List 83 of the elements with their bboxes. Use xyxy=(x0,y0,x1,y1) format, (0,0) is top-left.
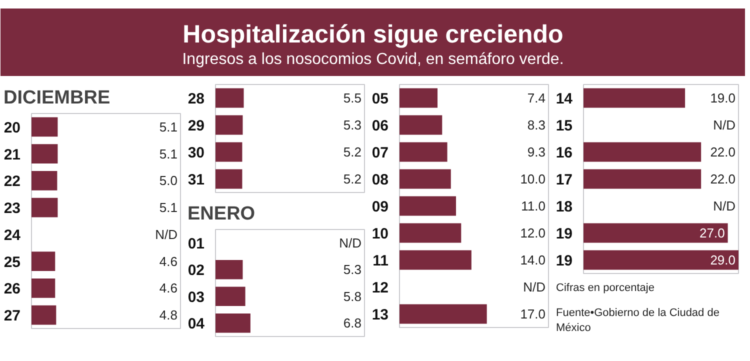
y-tick-label: 11 xyxy=(372,252,388,270)
y-tick-label: 05 xyxy=(372,90,389,108)
y-tick-label: 23 xyxy=(4,200,21,218)
y-tick-label: 19 xyxy=(556,252,573,270)
data-label: 22.0 xyxy=(710,172,736,186)
data-label: 5.3 xyxy=(343,262,362,278)
data-label: 9.3 xyxy=(527,144,546,160)
y-tick-label: 18 xyxy=(556,198,573,216)
y-tick-label: 07 xyxy=(372,144,389,162)
bar xyxy=(400,196,456,216)
chart-title: ENERO xyxy=(188,204,256,224)
y-tick-label: 17 xyxy=(556,172,573,188)
bar xyxy=(400,223,462,243)
y-tick-label: 02 xyxy=(188,262,205,280)
y-tick-label: 31 xyxy=(188,172,205,188)
data-label: 6.8 xyxy=(343,316,362,331)
y-tick-label: 30 xyxy=(188,144,205,162)
data-label: 5.1 xyxy=(159,146,178,162)
y-tick-label: 06 xyxy=(372,118,389,134)
data-label: 5.2 xyxy=(343,144,362,160)
y-tick-label: 15 xyxy=(556,118,573,134)
data-label: 22.0 xyxy=(710,144,736,160)
y-tick-label: 27 xyxy=(4,308,21,325)
text: N/D xyxy=(523,280,546,294)
y-tick-label: 22 xyxy=(4,173,21,190)
data-label: 4.8 xyxy=(159,308,178,323)
y-tick-label: 03 xyxy=(188,288,205,306)
text: Ingresos a los nosocomios Covid, en semáforo verde. xyxy=(182,51,564,68)
y-tick-label: 28 xyxy=(188,90,205,108)
bar xyxy=(584,88,686,108)
data-label: 7.4 xyxy=(527,90,546,106)
text: N/D xyxy=(155,226,178,242)
y-tick-label: 13 xyxy=(372,306,389,324)
data-label: 5.0 xyxy=(159,173,178,188)
data-label: 5.1 xyxy=(159,119,178,134)
bar xyxy=(584,169,702,189)
y-tick-label: 29 xyxy=(188,118,205,134)
y-tick-label: 25 xyxy=(4,254,21,271)
text: N/D xyxy=(713,198,736,214)
data-label: 5.3 xyxy=(343,118,362,132)
y-tick-label: 21 xyxy=(4,146,21,164)
text: N/D xyxy=(339,235,362,250)
text: Hospitalización sigue creciendo xyxy=(182,20,564,48)
data-label: 4.6 xyxy=(159,280,178,296)
data-label: 29.0 xyxy=(710,252,736,268)
y-tick-label: 10 xyxy=(372,226,389,242)
source-note: Fuente•Gobierno de la Ciudad de México xyxy=(556,306,720,336)
y-tick-label: 04 xyxy=(188,316,206,333)
data-label: 5.1 xyxy=(159,200,178,216)
bar xyxy=(584,223,728,243)
y-tick-label: 14 xyxy=(556,90,574,108)
data-label: 27.0 xyxy=(700,226,725,240)
y-tick-label: 16 xyxy=(556,144,573,162)
data-label: 5.8 xyxy=(343,288,362,304)
data-label: 14.0 xyxy=(520,252,546,268)
data-label: 11.0 xyxy=(521,198,546,214)
data-label: 4.6 xyxy=(159,254,178,269)
text: N/D xyxy=(713,118,736,132)
text: Cifras en porcentaje xyxy=(556,281,654,296)
y-tick-label: 08 xyxy=(372,172,389,188)
bar xyxy=(400,115,442,135)
y-tick-label: 19 xyxy=(556,226,573,242)
y-tick-label: 26 xyxy=(4,280,21,298)
data-label: 19.0 xyxy=(710,90,736,106)
chart-title: DICIEMBRE xyxy=(4,88,110,108)
y-tick-label: 12 xyxy=(372,280,389,296)
bar xyxy=(400,169,451,189)
data-label: 17.0 xyxy=(520,306,546,322)
y-tick-label: 24 xyxy=(4,226,22,244)
bar xyxy=(400,88,438,108)
y-tick-label: 20 xyxy=(4,119,21,136)
bar xyxy=(584,142,702,162)
bar xyxy=(400,142,448,162)
data-label: 5.5 xyxy=(343,90,362,106)
bar xyxy=(400,250,472,270)
y-tick-label: 09 xyxy=(372,198,389,216)
data-label: 10.0 xyxy=(520,172,546,186)
bar xyxy=(584,250,738,270)
data-label: 8.3 xyxy=(527,118,546,132)
y-tick-label: 01 xyxy=(188,235,205,252)
data-label: 12.0 xyxy=(520,226,546,240)
data-label: 5.2 xyxy=(343,172,362,186)
bar xyxy=(400,304,487,324)
